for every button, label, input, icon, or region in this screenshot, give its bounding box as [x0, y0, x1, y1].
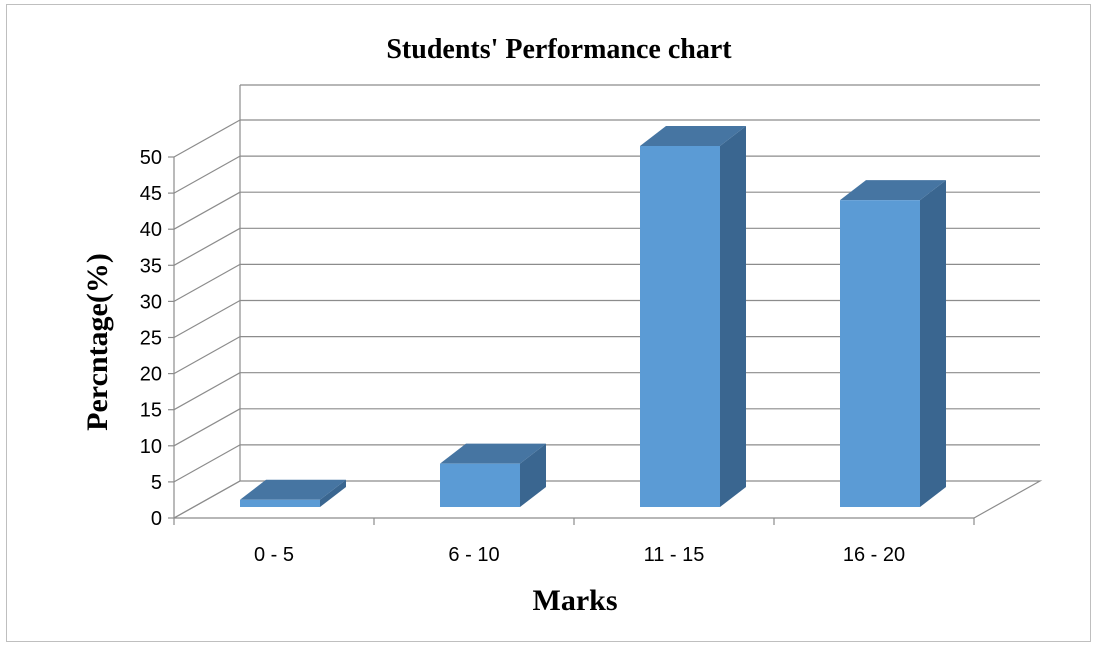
bar-top	[640, 126, 746, 146]
bar	[240, 479, 346, 507]
bar-front	[640, 146, 720, 507]
y-tick-label: 0	[151, 508, 162, 530]
bar-front	[840, 200, 920, 507]
bar-top	[840, 180, 946, 201]
chart-frame: Students' Performance chart 0 5 10 15 20 25 30…	[6, 4, 1091, 642]
bar-side	[520, 443, 546, 507]
x-axis-ticks: 0 - 5 6 - 10 11 - 15 16 - 20	[173, 518, 975, 566]
bar-side	[720, 126, 746, 507]
bar-side	[320, 479, 346, 507]
x-tick-label: 6 - 10	[448, 544, 499, 566]
y-tick-label: 15	[140, 400, 162, 422]
bar-top	[440, 443, 546, 464]
bars	[240, 126, 946, 507]
y-tick-label: 45	[140, 183, 162, 205]
gridline-diagonal	[173, 372, 241, 411]
gridline-diagonal	[173, 263, 241, 302]
x-axis-title: Marks	[533, 584, 618, 617]
x-tick-label: 0 - 5	[254, 544, 294, 566]
gridline-diagonal	[173, 191, 241, 230]
bar	[840, 180, 946, 507]
gridline-diagonal	[173, 299, 241, 339]
bar-front	[440, 463, 520, 507]
gridline-diagonal	[173, 408, 241, 447]
y-tick-label: 50	[140, 147, 162, 169]
bar	[440, 443, 546, 507]
y-tick-label: 20	[140, 364, 162, 386]
y-tick-label: 30	[140, 291, 162, 313]
gridline-diagonal	[173, 155, 241, 194]
x-tick-label: 11 - 15	[644, 544, 705, 566]
y-tick-label: 40	[140, 219, 162, 241]
bar-side	[920, 180, 946, 507]
gridline-diagonal	[173, 227, 241, 266]
y-axis-ticks: 0 5 10 15 20 25 30 35 40 45 50	[140, 147, 162, 530]
bar-top	[240, 479, 346, 500]
y-tick-label: 35	[140, 255, 162, 277]
y-tick-label: 10	[140, 436, 162, 458]
x-tick-label: 16 - 20	[843, 544, 905, 566]
gridline-diagonal	[173, 336, 241, 375]
bar	[640, 126, 746, 507]
gridline-diagonal	[173, 119, 241, 158]
y-tick-label: 25	[140, 328, 162, 350]
gridline-diagonal	[173, 444, 241, 483]
y-axis-title: Percntage(%)	[81, 253, 114, 431]
y-tick-label: 5	[151, 472, 162, 494]
bar-front	[240, 499, 320, 507]
chart-title: Students' Performance chart	[386, 34, 732, 65]
bar-chart: Students' Performance chart 0 5 10 15 20 25 30…	[81, 34, 1043, 617]
